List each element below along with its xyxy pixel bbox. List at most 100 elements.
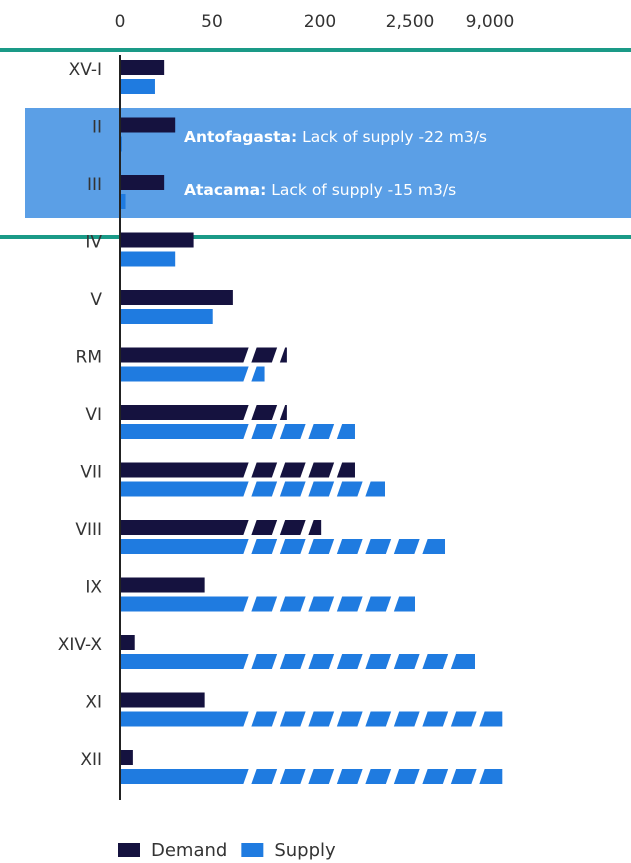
category-label: IX (85, 578, 102, 598)
bar-break (300, 538, 314, 555)
bar-break (357, 480, 371, 498)
bar-break (385, 653, 400, 670)
bar-break (357, 710, 371, 728)
bar-break (300, 519, 314, 536)
bar-break (243, 423, 257, 440)
bar-break (414, 768, 428, 785)
bar-break (414, 710, 428, 728)
bar-break (328, 710, 343, 728)
category-label: XI (85, 693, 102, 713)
bar-break (442, 710, 457, 728)
bar (120, 654, 475, 669)
bar (120, 635, 135, 650)
bar-break (243, 595, 257, 613)
bar-break (271, 653, 286, 670)
bar-break (414, 653, 428, 670)
bar-break (328, 423, 343, 440)
x-tick-label: 0 (115, 12, 126, 32)
category-label: II (92, 118, 102, 138)
bar-break (300, 461, 314, 479)
bar-break (328, 538, 343, 555)
bar-break (271, 595, 286, 613)
bar-break (300, 710, 314, 728)
bar-break (385, 768, 400, 785)
bar (120, 175, 165, 190)
bar-break (271, 768, 286, 785)
bar-break (471, 768, 485, 785)
bar (120, 577, 205, 593)
bar-break (328, 595, 343, 613)
bar (120, 309, 213, 324)
annotation: Atacama: Lack of supply -15 m3/s (184, 181, 456, 199)
bar (120, 405, 287, 420)
bar-break (385, 595, 400, 613)
bar (120, 366, 265, 382)
category-label: IV (85, 233, 102, 253)
bar-break (271, 404, 286, 421)
bar-break (243, 653, 257, 670)
bar (120, 347, 287, 363)
annotation-region: Antofagasta: (184, 128, 297, 146)
bar-break (243, 461, 257, 479)
bar-break (328, 480, 343, 498)
category-label: III (87, 175, 102, 195)
category-label: VII (80, 463, 102, 483)
bar-break (271, 346, 286, 364)
category-label: VI (85, 405, 102, 425)
category-label: RM (76, 348, 102, 368)
legend-label: Supply (274, 840, 336, 861)
bar-break (357, 768, 371, 785)
bar (120, 769, 503, 784)
x-tick-label: 200 (304, 12, 336, 32)
bar-break (357, 653, 371, 670)
bar (120, 290, 233, 305)
bar (120, 117, 176, 133)
bars (120, 60, 503, 785)
x-tick-label: 2,500 (386, 12, 435, 32)
bar-break (243, 480, 257, 498)
annotation-text: Lack of supply -15 m3/s (271, 181, 456, 199)
bar (120, 60, 165, 75)
bar-break (271, 538, 286, 555)
bar-break (414, 538, 428, 555)
category-label: XIV-X (58, 635, 103, 655)
bar-break (471, 710, 485, 728)
annotation-region: Atacama: (184, 181, 266, 199)
bar (120, 750, 133, 765)
bar (120, 194, 126, 209)
bar-break (271, 461, 286, 479)
legend-label: Demand (151, 840, 227, 861)
annotation: Antofagasta: Lack of supply -22 m3/s (184, 128, 487, 146)
bar-break (271, 519, 286, 536)
bar-break (357, 538, 371, 555)
bar (120, 462, 355, 478)
x-tick-label: 50 (201, 12, 223, 32)
bar-break (243, 519, 257, 536)
bar-break (271, 710, 286, 728)
bar (120, 251, 176, 267)
bar-break (300, 480, 314, 498)
bar-break (328, 653, 343, 670)
bar-break (243, 346, 257, 364)
category-label: XII (80, 750, 102, 770)
bar-break (271, 423, 286, 440)
bar (120, 79, 155, 94)
bar (120, 596, 415, 612)
bar-break (243, 365, 257, 383)
category-label: VIII (75, 520, 102, 540)
category-label: XV-I (69, 60, 102, 80)
highlight-box (25, 108, 631, 218)
bar-break (442, 768, 457, 785)
x-tick-label: 9,000 (466, 12, 515, 32)
annotation-text: Lack of supply -22 m3/s (302, 128, 487, 146)
bar (120, 424, 355, 439)
category-label: V (90, 290, 102, 310)
bar (120, 711, 503, 727)
bar-break (385, 710, 400, 728)
legend-swatch (241, 843, 264, 857)
bar-break (328, 768, 343, 785)
bar (120, 232, 194, 248)
bar-break (243, 538, 257, 555)
bar-break (328, 461, 343, 479)
